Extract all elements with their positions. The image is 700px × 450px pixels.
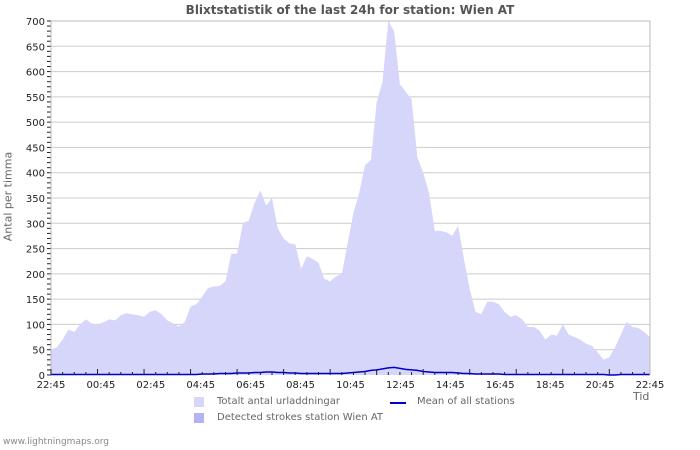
y-tick-label: 0 bbox=[39, 371, 45, 382]
x-tick-label: 20:45 bbox=[586, 380, 615, 391]
y-tick-label: 50 bbox=[32, 346, 45, 357]
source-link[interactable]: www.lightningmaps.org bbox=[3, 437, 109, 447]
total-swatch-icon bbox=[194, 397, 204, 407]
y-tick-label: 450 bbox=[26, 143, 45, 154]
x-tick-label: 16:45 bbox=[486, 380, 515, 391]
y-tick-label: 700 bbox=[26, 17, 45, 28]
axes: 0 50 100 150 200 250 300 350 400 450 500 550 600 650 7… bbox=[26, 17, 665, 391]
y-tick-label: 650 bbox=[26, 42, 45, 53]
x-tick-label: 14:45 bbox=[436, 380, 465, 391]
legend-label-total: Totalt antal urladdningar bbox=[217, 396, 341, 407]
y-axis-label: Antal per timma bbox=[1, 151, 15, 242]
y-tick-label: 550 bbox=[26, 93, 45, 104]
y-tick-label: 600 bbox=[26, 68, 45, 79]
mean-line bbox=[51, 366, 650, 376]
y-tick-label: 300 bbox=[26, 219, 45, 230]
mean-line-swatch-icon bbox=[390, 402, 406, 404]
y-tick-label: 500 bbox=[26, 118, 45, 129]
y-tick-label: 350 bbox=[26, 194, 45, 205]
chart-title: Blixtstatistik of the last 24h for stati… bbox=[185, 3, 515, 17]
x-tick-label: 00:45 bbox=[87, 380, 116, 391]
total-strokes-area bbox=[51, 21, 650, 375]
y-tick-label: 250 bbox=[26, 245, 45, 256]
y-tick-label: 100 bbox=[26, 320, 45, 331]
y-tick-label: 150 bbox=[26, 295, 45, 306]
x-tick-label: 08:45 bbox=[286, 380, 315, 391]
x-tick-label: 18:45 bbox=[536, 380, 565, 391]
x-tick-label: 12:45 bbox=[386, 380, 415, 391]
legend-label-detected: Detected strokes station Wien AT bbox=[217, 412, 384, 423]
x-axis-label: Tid bbox=[633, 390, 650, 403]
y-tick-label: 200 bbox=[26, 270, 45, 281]
x-tick-label: 02:45 bbox=[136, 380, 165, 391]
detected-swatch-icon bbox=[194, 413, 204, 423]
x-tick-label: 04:45 bbox=[186, 380, 215, 391]
x-tick-label: 10:45 bbox=[336, 380, 365, 391]
x-tick-label: 22:45 bbox=[636, 380, 665, 391]
y-tick-label: 400 bbox=[26, 169, 45, 180]
legend-label-mean: Mean of all stations bbox=[417, 396, 515, 407]
x-tick-label: 22:45 bbox=[37, 380, 66, 391]
x-tick-label: 06:45 bbox=[236, 380, 265, 391]
